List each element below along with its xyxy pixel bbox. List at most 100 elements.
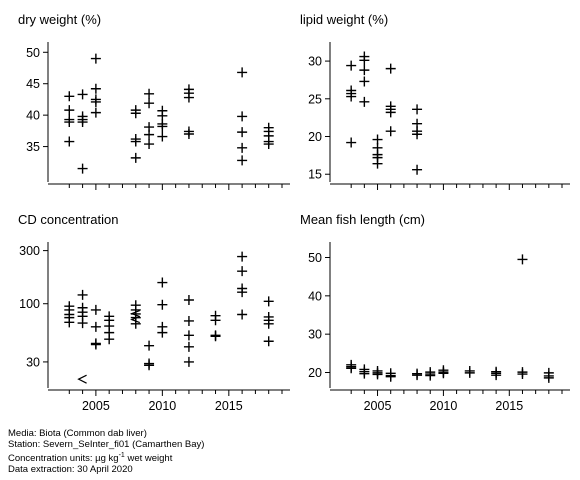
data-point xyxy=(157,299,168,310)
data-point xyxy=(237,111,248,122)
data-point xyxy=(237,309,248,320)
y-tick-label: 30 xyxy=(308,55,322,69)
data-point xyxy=(346,91,357,102)
data-point xyxy=(77,318,88,329)
data-point xyxy=(183,92,194,103)
data-point xyxy=(372,158,383,169)
data-point xyxy=(64,136,75,147)
data-point xyxy=(346,137,357,148)
data-point xyxy=(77,117,88,128)
less-than-marker xyxy=(130,316,140,324)
data-point xyxy=(237,127,248,138)
data-point xyxy=(90,107,101,118)
data-point xyxy=(144,98,155,109)
data-point xyxy=(210,315,221,326)
data-point xyxy=(346,60,357,71)
data-point xyxy=(90,339,101,350)
data-point xyxy=(64,91,75,102)
data-point xyxy=(263,296,274,307)
data-point xyxy=(359,55,370,66)
data-point xyxy=(237,142,248,153)
y-tick-label: 50 xyxy=(26,46,40,60)
x-tick-label: 2015 xyxy=(215,399,243,413)
data-point xyxy=(425,370,436,381)
units-prefix: Concentration units: µg kg xyxy=(8,453,119,465)
panel-title: Mean fish length (cm) xyxy=(300,212,425,227)
data-point xyxy=(237,155,248,166)
data-point xyxy=(237,67,248,78)
data-point xyxy=(90,321,101,332)
data-point xyxy=(210,331,221,342)
data-point xyxy=(359,96,370,107)
data-point xyxy=(77,163,88,174)
data-point xyxy=(183,294,194,305)
data-point xyxy=(157,121,168,132)
units-superscript: -1 xyxy=(118,452,125,459)
y-tick-label: 30 xyxy=(308,328,322,342)
data-point xyxy=(263,336,274,347)
data-point xyxy=(90,304,101,315)
data-point xyxy=(183,315,194,326)
data-point xyxy=(359,65,370,76)
less-than-marker xyxy=(130,310,140,318)
data-point xyxy=(144,88,155,99)
data-point xyxy=(77,289,88,300)
data-point xyxy=(359,76,370,87)
data-point xyxy=(90,96,101,107)
data-point xyxy=(385,107,396,118)
data-point xyxy=(263,318,274,329)
data-point xyxy=(385,63,396,74)
panel-title: dry weight (%) xyxy=(18,12,101,27)
data-point xyxy=(412,104,423,115)
y-tick-label: 20 xyxy=(308,130,322,144)
data-point xyxy=(464,367,475,378)
data-point xyxy=(263,139,274,150)
y-tick-label: 100 xyxy=(19,297,40,311)
data-point xyxy=(90,53,101,64)
data-point xyxy=(130,152,141,163)
y-tick-label: 30 xyxy=(26,355,40,369)
data-point xyxy=(144,360,155,371)
data-point xyxy=(64,317,75,328)
data-point xyxy=(144,139,155,150)
panel-title: lipid weight (%) xyxy=(300,12,388,27)
y-tick-label: 45 xyxy=(26,77,40,91)
data-point xyxy=(237,287,248,298)
panel-lipid-weight: lipid weight (%) 15 20 25 30 xyxy=(300,12,570,190)
data-point xyxy=(372,369,383,380)
y-tick-label: 25 xyxy=(308,92,322,106)
data-point xyxy=(438,368,449,379)
data-point xyxy=(183,341,194,352)
less-than-marker xyxy=(77,374,87,384)
data-point xyxy=(412,164,423,175)
data-point xyxy=(183,129,194,139)
data-point xyxy=(517,254,528,265)
data-point xyxy=(157,131,168,142)
data-point xyxy=(412,129,423,140)
y-tick-label: 15 xyxy=(308,168,322,182)
units-suffix: wet weight xyxy=(124,453,173,465)
panel-title: CD concentration xyxy=(18,212,118,227)
data-point xyxy=(144,340,155,351)
data-point xyxy=(183,356,194,367)
y-tick-label: 20 xyxy=(308,366,322,380)
y-tick-label: 35 xyxy=(26,140,40,154)
y-tick-label: 40 xyxy=(26,109,40,123)
data-point xyxy=(130,318,141,329)
data-point xyxy=(412,370,423,381)
y-tick-label: 40 xyxy=(308,289,322,303)
x-tick-label: 2005 xyxy=(364,399,392,413)
x-tick-label: 2010 xyxy=(148,399,176,413)
data-point xyxy=(237,251,248,262)
data-point xyxy=(183,330,194,341)
data-point xyxy=(130,108,141,119)
panel-cd-concentration: CD concentration 30 100 300 2005 2010 2015 xyxy=(18,212,290,413)
data-point xyxy=(517,369,528,380)
media-text: Media: Biota (Common dab liver) xyxy=(8,428,147,439)
metadata-footer: Media: Biota (Common dab liver) Station:… xyxy=(8,428,204,475)
data-point xyxy=(157,327,168,338)
data-point xyxy=(64,117,75,128)
data-point xyxy=(130,136,141,147)
data-point xyxy=(237,266,248,277)
data-point xyxy=(359,368,370,379)
